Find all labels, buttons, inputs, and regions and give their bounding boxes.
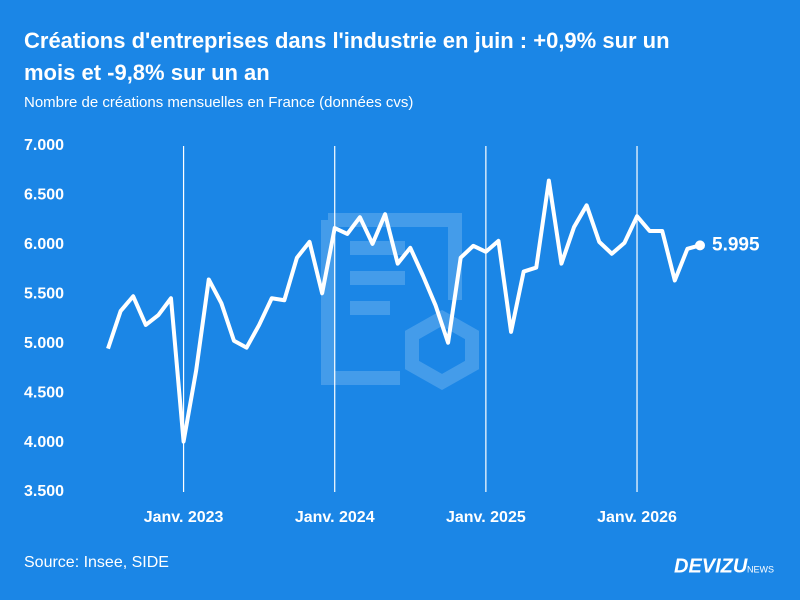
source: Source: Insee, SIDE (24, 554, 169, 571)
y-tick-label: 3.500 (24, 483, 64, 500)
x-tick-label: Janv. 2023 (144, 509, 224, 526)
chart-title: Créations d'entreprises dans l'industrie… (24, 28, 670, 53)
data-line (106, 178, 701, 444)
brand-suffix: NEWS (747, 564, 774, 574)
y-tick-label: 6.500 (24, 187, 64, 204)
end-point (695, 240, 705, 251)
x-tick-label: Janv. 2025 (446, 509, 526, 526)
value-label: 5.995 (712, 234, 760, 255)
y-tick-label: 6.000 (24, 236, 64, 253)
brand: DEVIZU (674, 555, 748, 577)
y-tick-label: 4.000 (24, 434, 64, 451)
chart-subtitle: Nombre de créations mensuelles en France… (24, 94, 413, 111)
y-tick-label: 7.000 (24, 137, 64, 154)
x-tick-label: Janv. 2024 (295, 509, 375, 526)
y-tick-label: 5.000 (24, 335, 64, 352)
y-tick-label: 4.500 (24, 384, 64, 401)
chart-title: mois et -9,8% sur un an (24, 60, 270, 85)
x-tick-label: Janv. 2026 (597, 509, 677, 526)
y-tick-label: 5.500 (24, 286, 64, 303)
